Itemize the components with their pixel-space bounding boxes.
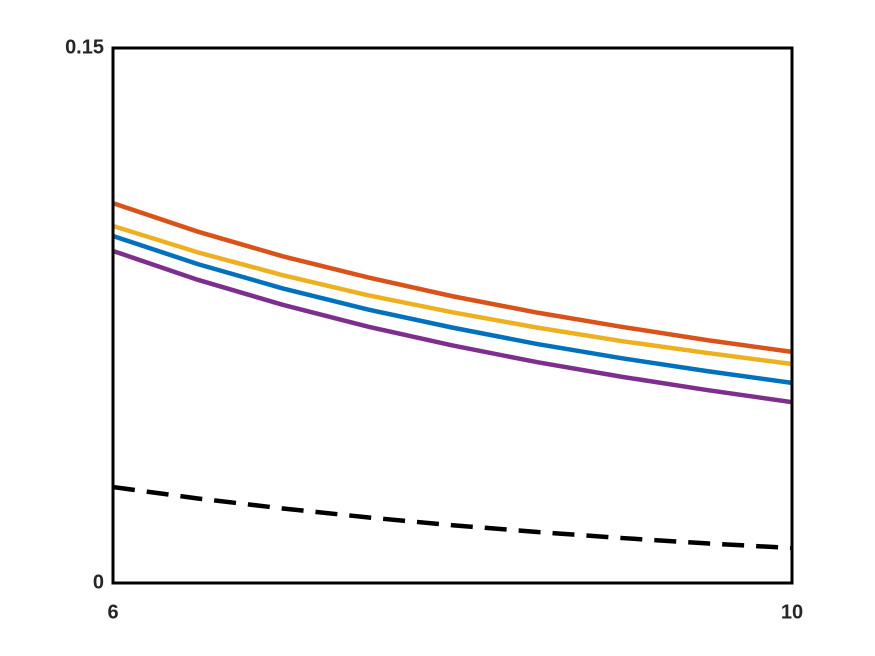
series-line [112, 223, 793, 367]
series-line [112, 484, 793, 551]
axes-box [111, 46, 794, 585]
y-tick-label: 0 [93, 571, 104, 593]
x-tick-label: 10 [781, 601, 803, 623]
y-tick-label: 0.15 [65, 36, 104, 58]
x-tick-label: 6 [107, 601, 118, 623]
series-line [112, 248, 793, 405]
series-line [112, 201, 793, 355]
series-line [112, 233, 793, 386]
